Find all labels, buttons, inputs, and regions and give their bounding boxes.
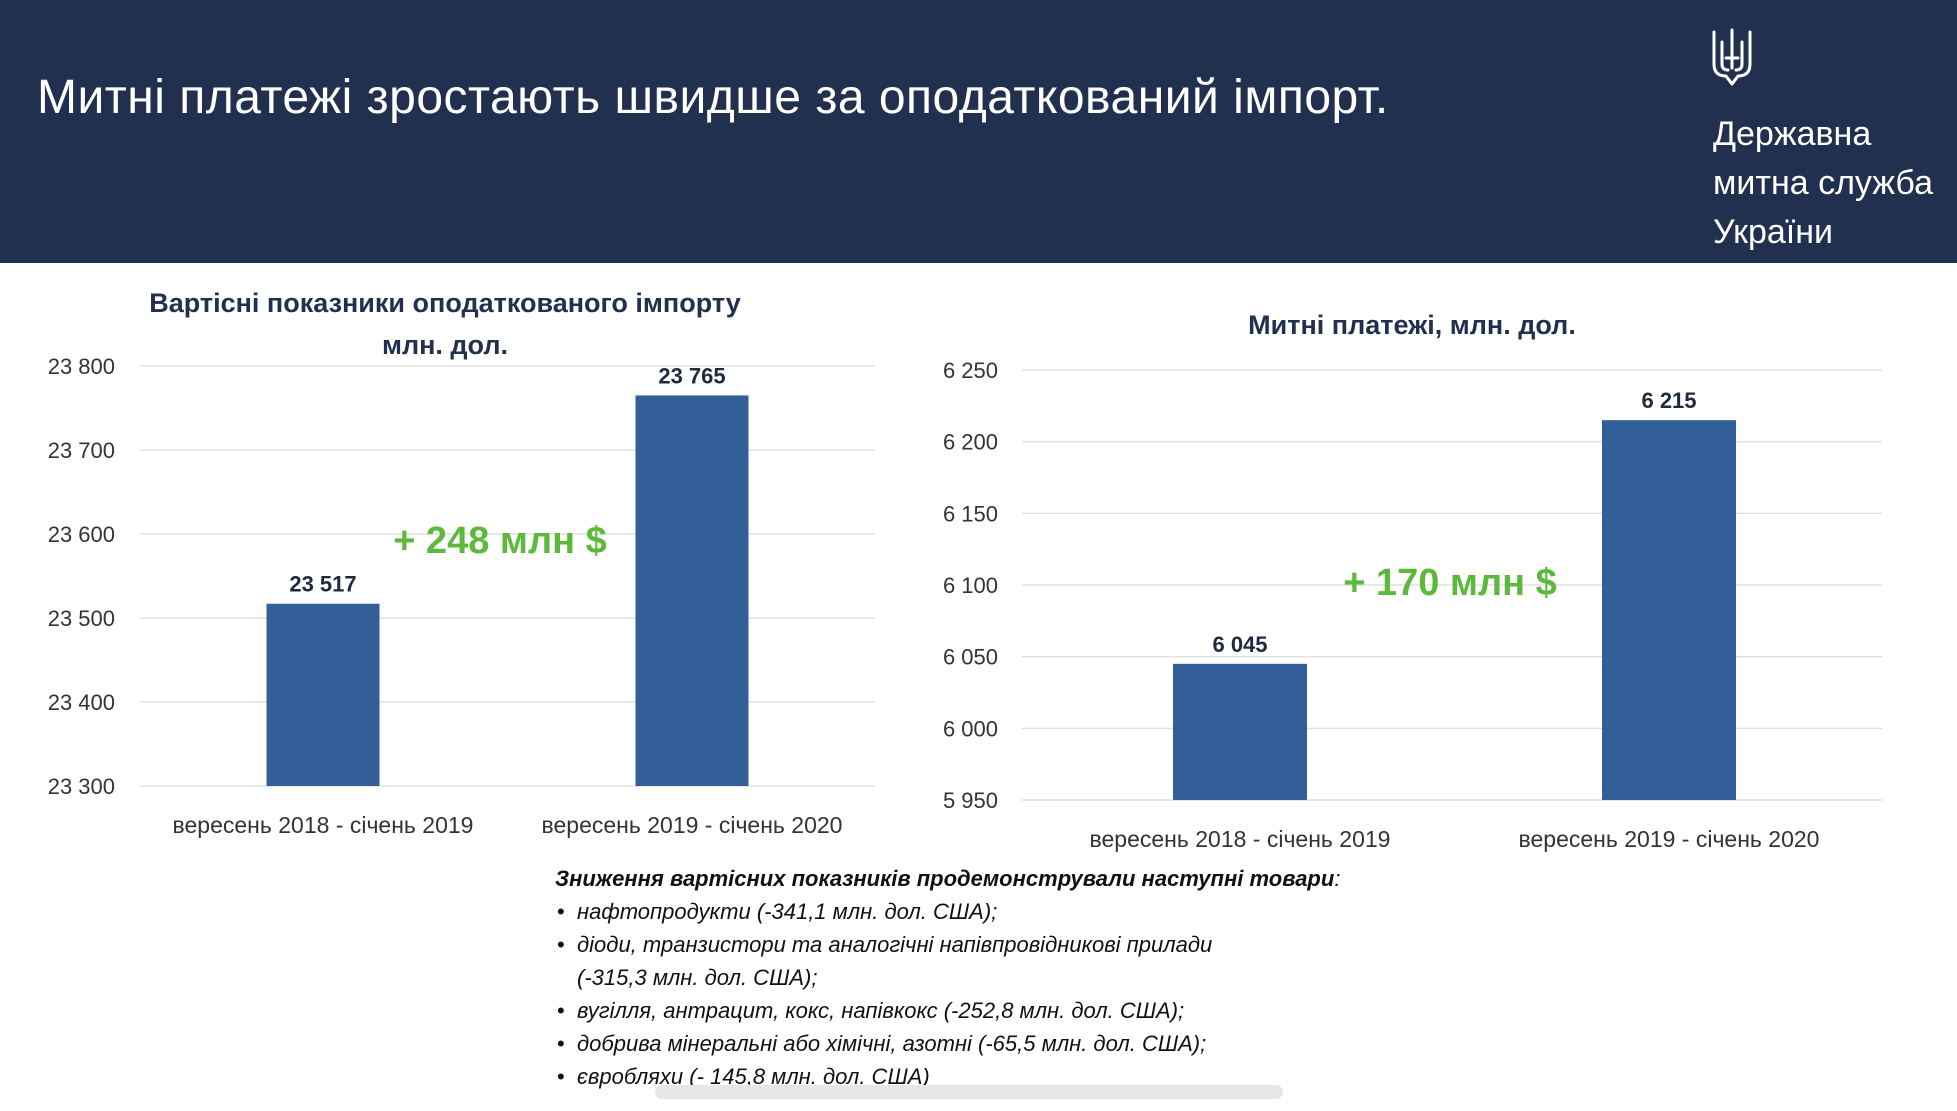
list-item: євробляхи (- 145,8 млн. дол. США) — [555, 1060, 1455, 1093]
list-item: нафтопродукти (-341,1 млн. дол. США); — [555, 895, 1455, 928]
header-banner: Митні платежі зростають швидше за оподат… — [0, 0, 1957, 263]
notes-intro-text: Зниження вартісних показників продемонст… — [555, 866, 1335, 891]
x-tick-label: вересень 2019 - січень 2020 — [542, 812, 843, 838]
y-tick-label: 6 250 — [943, 358, 998, 383]
y-tick-label: 23 700 — [48, 438, 115, 463]
chart-title: млн. дол. — [382, 330, 508, 360]
list-item: вугілля, антрацит, кокс, напівкокс (-252… — [555, 994, 1455, 1027]
y-tick-label: 6 150 — [943, 501, 998, 526]
y-tick-label: 6 100 — [943, 573, 998, 598]
y-tick-label: 5 950 — [943, 788, 998, 813]
bar — [635, 395, 749, 786]
bar — [1173, 663, 1307, 800]
page-title: Митні платежі зростають швидше за оподат… — [37, 71, 1389, 124]
bar — [266, 603, 380, 786]
trident-icon — [1712, 28, 1752, 86]
y-tick-label: 23 500 — [48, 606, 115, 631]
x-tick-label: вересень 2019 - січень 2020 — [1519, 826, 1820, 852]
y-tick-label: 6 000 — [943, 716, 998, 741]
x-tick-label: вересень 2018 - січень 2019 — [1090, 826, 1391, 852]
y-tick-label: 23 800 — [48, 354, 115, 379]
org-line: Державна — [1713, 115, 1872, 153]
y-tick-label: 6 200 — [943, 430, 998, 455]
horizontal-scrollbar[interactable] — [655, 1085, 1283, 1099]
y-tick-label: 23 300 — [48, 774, 115, 799]
chart-title: Митні платежі, млн. дол. — [1248, 310, 1576, 340]
notes-intro: Зниження вартісних показників продемонст… — [555, 862, 1455, 895]
organization-name: Державна митна служба України — [1713, 110, 1933, 257]
x-tick-label: вересень 2018 - січень 2019 — [173, 812, 474, 838]
y-tick-label: 23 400 — [48, 690, 115, 715]
list-item: діоди, транзистори та аналогічні напівпр… — [555, 928, 1455, 961]
data-label: 23 517 — [289, 572, 356, 597]
org-line: митна служба — [1713, 164, 1934, 202]
change-annotation: + 248 млн $ — [393, 520, 607, 562]
y-tick-label: 23 600 — [48, 522, 115, 547]
customs-payments-chart: Митні платежі, млн. дол. 5 950 6 000 6 050 6… — [943, 310, 1882, 852]
data-label: 6 045 — [1212, 632, 1267, 657]
list-item-continuation: (-315,3 млн. дол. США); — [577, 965, 818, 990]
notes-intro-suffix: : — [1334, 866, 1341, 891]
y-tick-label: 6 050 — [943, 645, 998, 670]
list-item: добрива мінеральні або хімічні, азотні (… — [555, 1027, 1455, 1060]
change-annotation: + 170 млн $ — [1343, 562, 1557, 604]
bar — [1602, 420, 1736, 800]
chart-title: Вартісні показники оподаткованого імпорт… — [149, 288, 741, 318]
data-label: 6 215 — [1641, 388, 1696, 413]
imports-value-chart: Вартісні показники оподаткованого імпорт… — [48, 288, 875, 838]
data-label: 23 765 — [658, 363, 725, 388]
org-line: України — [1713, 213, 1833, 251]
notes-list: Зниження вартісних показників продемонст… — [555, 862, 1455, 1093]
